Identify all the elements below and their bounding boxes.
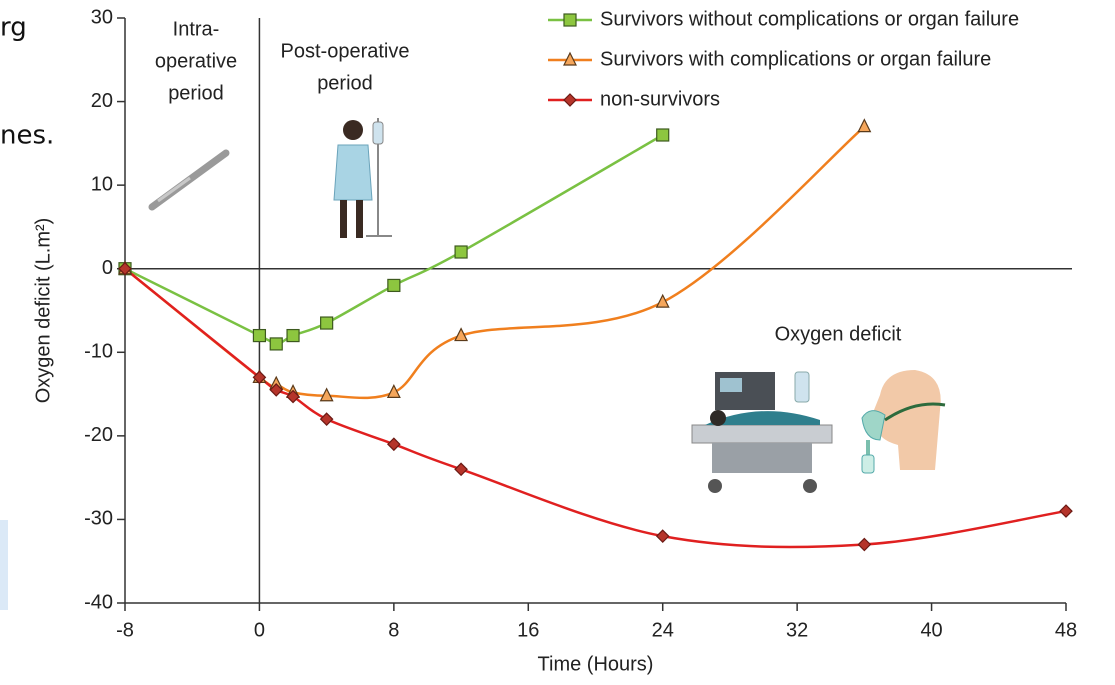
marker-triangle — [858, 120, 870, 132]
x-tick-label: 32 — [786, 619, 808, 641]
oxygen-mask-icon — [862, 370, 945, 473]
x-tick-label: 0 — [254, 619, 265, 641]
x-tick-label: 16 — [517, 619, 539, 641]
annotation: Oxygen deficit — [775, 323, 902, 345]
background-fragment: nes. — [0, 121, 54, 151]
background-edge — [0, 520, 8, 610]
x-tick-label: -8 — [116, 619, 134, 641]
scalpel-icon — [152, 153, 226, 207]
x-tick-label: 8 — [388, 619, 399, 641]
marker-square — [455, 246, 467, 258]
marker-diamond — [858, 539, 870, 551]
marker-square — [253, 330, 265, 342]
legend-label: Survivors without complications or organ… — [600, 8, 1019, 30]
annotation: Post-operative — [281, 40, 410, 62]
x-tick-label: 24 — [652, 619, 674, 641]
marker-square — [287, 330, 299, 342]
marker-diamond — [657, 530, 669, 542]
marker-diamond — [388, 438, 400, 450]
marker-square — [657, 129, 669, 141]
marker-square — [564, 14, 576, 26]
marker-diamond — [455, 463, 467, 475]
x-tick-label: 40 — [920, 619, 942, 641]
y-tick-label: -20 — [84, 424, 113, 446]
chart: rg nes. -40 -30 -20 -10 0 10 20 30 -8 0 8 16 24 32 40 4… — [0, 0, 1115, 685]
marker-diamond — [1060, 505, 1072, 517]
annotation: operative — [155, 50, 237, 72]
y-tick-label: 10 — [91, 173, 113, 195]
page: {"chart_data": { "type": "line", "xlabel… — [0, 0, 1115, 685]
legend-label: Survivors with complications or organ fa… — [600, 48, 991, 70]
y-tick-label: -10 — [84, 341, 113, 363]
y-tick-label: -30 — [84, 508, 113, 530]
legend-label: non-survivors — [600, 88, 720, 110]
y-axis-label: Oxygen deficit (L.m²) — [32, 218, 54, 404]
y-tick-label: -40 — [84, 591, 113, 613]
x-axis-label: Time (Hours) — [538, 653, 654, 675]
background-fragment: rg — [0, 13, 27, 43]
y-tick-label: 30 — [91, 6, 113, 28]
marker-diamond — [564, 94, 576, 106]
annotation: period — [168, 82, 224, 104]
y-tick-label: 0 — [102, 257, 113, 279]
legend: Survivors without complications or organ… — [548, 8, 1019, 110]
annotation: period — [317, 72, 373, 94]
marker-square — [388, 279, 400, 291]
y-tick-label: 20 — [91, 90, 113, 112]
icu-bed-icon — [692, 372, 832, 493]
x-tick-label: 48 — [1055, 619, 1077, 641]
patient-icon — [334, 118, 392, 238]
marker-square — [270, 338, 282, 350]
marker-square — [321, 317, 333, 329]
annotation: Intra- — [173, 18, 220, 40]
marker-diamond — [321, 413, 333, 425]
